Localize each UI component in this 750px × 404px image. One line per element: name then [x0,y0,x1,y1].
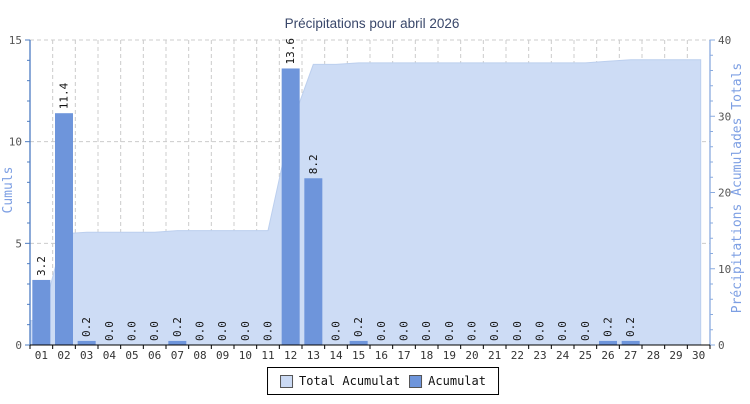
right-tick-label: 10 [718,263,731,276]
day-label-14: 14 [329,349,343,362]
bar-value-label-day-26: 0.2 [602,317,615,337]
right-axis-label: Précipitations Acumulades Totals [730,63,745,313]
total-acumulat-swatch-icon [280,374,294,388]
bar-day-01 [32,279,51,345]
day-label-03: 03 [80,349,93,362]
legend-label-acumulat: Acumulat [428,374,486,388]
legend-item-total-acumulat: Total Acumulat [280,374,400,388]
total-acumulat-area-series [29,59,702,346]
legend-item-acumulat: Acumulat [409,374,486,388]
total-acumulat-area [29,59,702,346]
bar-value-label-day-01: 3.2 [35,256,48,276]
day-label-10: 10 [239,349,252,362]
bar-value-label-day-06: 0.0 [148,321,161,341]
bar-day-02 [55,113,73,345]
day-label-24: 24 [556,349,570,362]
day-label-04: 04 [103,349,117,362]
left-tick-label: 10 [9,136,22,149]
day-label-22: 22 [511,349,524,362]
bar-day-07 [168,340,187,345]
day-label-01: 01 [35,349,48,362]
day-label-18: 18 [420,349,433,362]
day-label-29: 29 [669,349,682,362]
bar-value-label-day-22: 0.0 [511,321,524,341]
day-label-26: 26 [601,349,614,362]
bar-value-label-day-14: 0.0 [330,321,343,341]
acumulat-bar-series [32,68,640,345]
day-label-06: 06 [148,349,161,362]
day-label-16: 16 [375,349,388,362]
bar-value-label-day-10: 0.0 [239,321,252,341]
bar-value-label-day-25: 0.0 [579,321,592,341]
bar-value-label-day-17: 0.0 [398,321,411,341]
bar-value-label-day-02: 11.4 [58,82,71,109]
bar-value-labels: 3.2 11.4 0.2 0.0 0.0 0.0 0.2 0.0 0.0 0.0 0.0 13.6 8.… [35,38,637,341]
bar-day-03 [77,340,96,345]
bar-value-label-day-05: 0.0 [126,321,139,341]
day-label-07: 07 [171,349,184,362]
right-tick-label: 20 [718,187,731,200]
right-tick-label: 0 [718,339,725,352]
bar-value-label-day-20: 0.0 [466,321,479,341]
day-label-27: 27 [624,349,637,362]
bar-value-label-day-13: 8.2 [307,154,320,174]
bar-day-27 [621,340,640,345]
day-label-19: 19 [443,349,456,362]
axes [25,39,715,349]
bar-value-label-day-09: 0.0 [216,321,229,341]
day-label-11: 11 [261,349,274,362]
bar-value-label-day-24: 0.0 [556,321,569,341]
day-label-30: 30 [692,349,705,362]
day-label-28: 28 [647,349,660,362]
left-tick-label: 0 [15,339,22,352]
left-tick-label: 5 [15,237,22,250]
bar-day-26 [599,340,617,345]
bar-value-label-day-04: 0.0 [103,321,116,341]
day-label-15: 15 [352,349,365,362]
bar-day-12 [281,68,300,345]
right-tick-label: 40 [718,34,731,47]
bar-value-label-day-07: 0.2 [171,317,184,337]
bar-value-label-day-03: 0.2 [80,317,93,337]
acumulat-swatch-icon [409,374,423,388]
day-label-13: 13 [307,349,320,362]
right-tick-label: 30 [718,110,731,123]
bar-value-label-day-11: 0.0 [262,321,275,341]
day-label-12: 12 [284,349,297,362]
day-label-23: 23 [533,349,546,362]
bar-day-15 [349,340,368,345]
day-label-25: 25 [579,349,592,362]
chart-title: Précipitations pour abril 2026 [285,16,460,31]
bar-value-label-day-15: 0.2 [352,317,365,337]
bar-value-label-day-16: 0.0 [375,321,388,341]
day-label-17: 17 [397,349,410,362]
legend-label-total-acumulat: Total Acumulat [299,374,401,388]
bar-value-label-day-18: 0.0 [420,321,433,341]
bar-value-label-day-19: 0.0 [443,321,456,341]
bar-day-13 [304,178,323,345]
left-tick-label: 15 [9,34,22,47]
bar-value-label-day-21: 0.0 [488,321,501,341]
day-label-02: 02 [57,349,70,362]
chart-legend: Total Acumulat Acumulat [267,367,499,395]
bar-value-label-day-27: 0.2 [624,317,637,337]
day-label-08: 08 [193,349,206,362]
day-label-09: 09 [216,349,229,362]
day-label-05: 05 [125,349,138,362]
day-label-20: 20 [465,349,478,362]
bar-value-label-day-23: 0.0 [534,321,547,341]
bar-value-label-day-08: 0.0 [194,321,207,341]
day-label-21: 21 [488,349,501,362]
bar-value-label-day-12: 13.6 [284,38,297,65]
left-axis-label: Cumuls [1,167,16,214]
